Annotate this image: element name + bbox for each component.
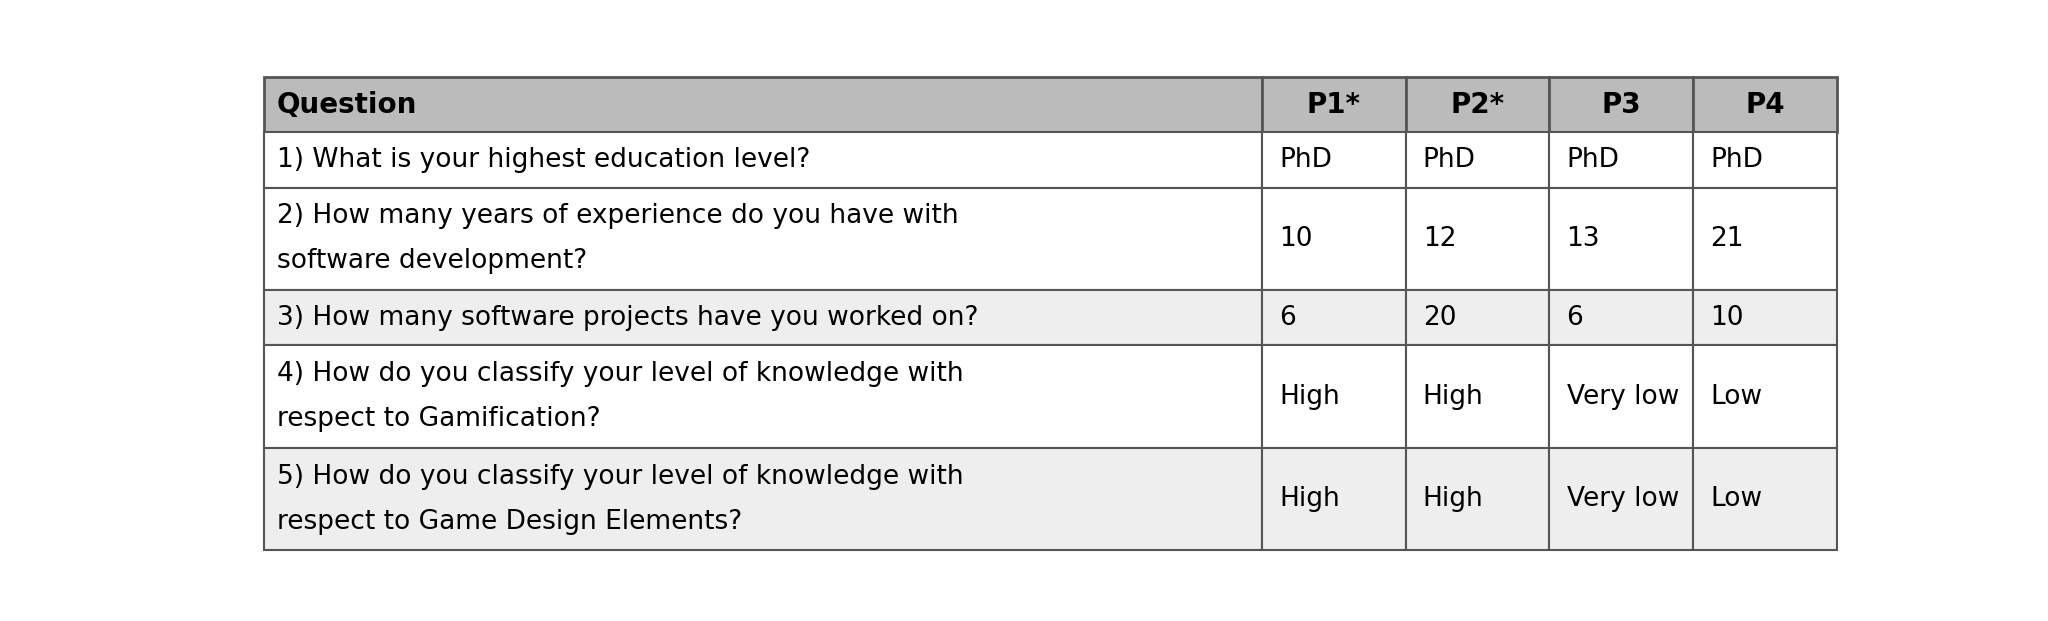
Bar	[1262, 132, 1405, 188]
Bar	[1548, 188, 1694, 290]
Text: 6: 6	[1567, 305, 1583, 331]
Bar	[1262, 345, 1405, 448]
Text: 20: 20	[1423, 305, 1456, 331]
Bar	[1405, 188, 1548, 290]
Bar	[1694, 345, 1837, 448]
Text: respect to Game Design Elements?: respect to Game Design Elements?	[276, 509, 741, 535]
Text: PhD: PhD	[1280, 147, 1331, 173]
Text: PhD: PhD	[1423, 147, 1477, 173]
Bar	[264, 290, 1262, 345]
Bar	[264, 448, 1262, 550]
Text: High: High	[1423, 486, 1483, 512]
Text: Very low: Very low	[1567, 384, 1679, 410]
Text: respect to Gamification?: respect to Gamification?	[276, 406, 600, 432]
Text: High: High	[1280, 486, 1339, 512]
Text: PhD: PhD	[1710, 147, 1763, 173]
Bar	[1262, 448, 1405, 550]
Bar	[264, 345, 1262, 448]
Text: 21: 21	[1710, 226, 1743, 252]
Bar	[264, 132, 1262, 188]
Bar	[264, 77, 1262, 132]
Text: Low: Low	[1710, 384, 1763, 410]
Text: 4) How do you classify your level of knowledge with: 4) How do you classify your level of kno…	[276, 361, 963, 387]
Bar	[1405, 77, 1548, 132]
Text: High: High	[1280, 384, 1339, 410]
Text: 1) What is your highest education level?: 1) What is your highest education level?	[276, 147, 811, 173]
Text: 12: 12	[1423, 226, 1456, 252]
Text: 2) How many years of experience do you have with: 2) How many years of experience do you h…	[276, 203, 958, 229]
Bar	[1694, 77, 1837, 132]
Text: software development?: software development?	[276, 248, 588, 274]
Bar	[1262, 77, 1405, 132]
Text: 10: 10	[1280, 226, 1313, 252]
Text: P1*: P1*	[1307, 91, 1360, 119]
Bar	[264, 188, 1262, 290]
Text: 6: 6	[1280, 305, 1296, 331]
Bar	[1405, 448, 1548, 550]
Bar	[1548, 345, 1694, 448]
Bar	[1405, 290, 1548, 345]
Bar	[1694, 188, 1837, 290]
Text: 3) How many software projects have you worked on?: 3) How many software projects have you w…	[276, 305, 979, 331]
Text: P4: P4	[1745, 91, 1784, 119]
Bar	[1694, 448, 1837, 550]
Text: P3: P3	[1602, 91, 1640, 119]
Text: Question: Question	[276, 91, 418, 119]
Bar	[1262, 290, 1405, 345]
Text: Low: Low	[1710, 486, 1763, 512]
Text: 10: 10	[1710, 305, 1743, 331]
Bar	[1548, 77, 1694, 132]
Text: 13: 13	[1567, 226, 1599, 252]
Bar	[1694, 290, 1837, 345]
Bar	[1548, 290, 1694, 345]
Bar	[1694, 132, 1837, 188]
Bar	[1548, 132, 1694, 188]
Bar	[1262, 188, 1405, 290]
Text: 5) How do you classify your level of knowledge with: 5) How do you classify your level of kno…	[276, 463, 963, 489]
Bar	[1405, 345, 1548, 448]
Bar	[1405, 132, 1548, 188]
Text: PhD: PhD	[1567, 147, 1620, 173]
Text: P2*: P2*	[1450, 91, 1505, 119]
Text: High: High	[1423, 384, 1483, 410]
Bar	[1548, 448, 1694, 550]
Text: Very low: Very low	[1567, 486, 1679, 512]
